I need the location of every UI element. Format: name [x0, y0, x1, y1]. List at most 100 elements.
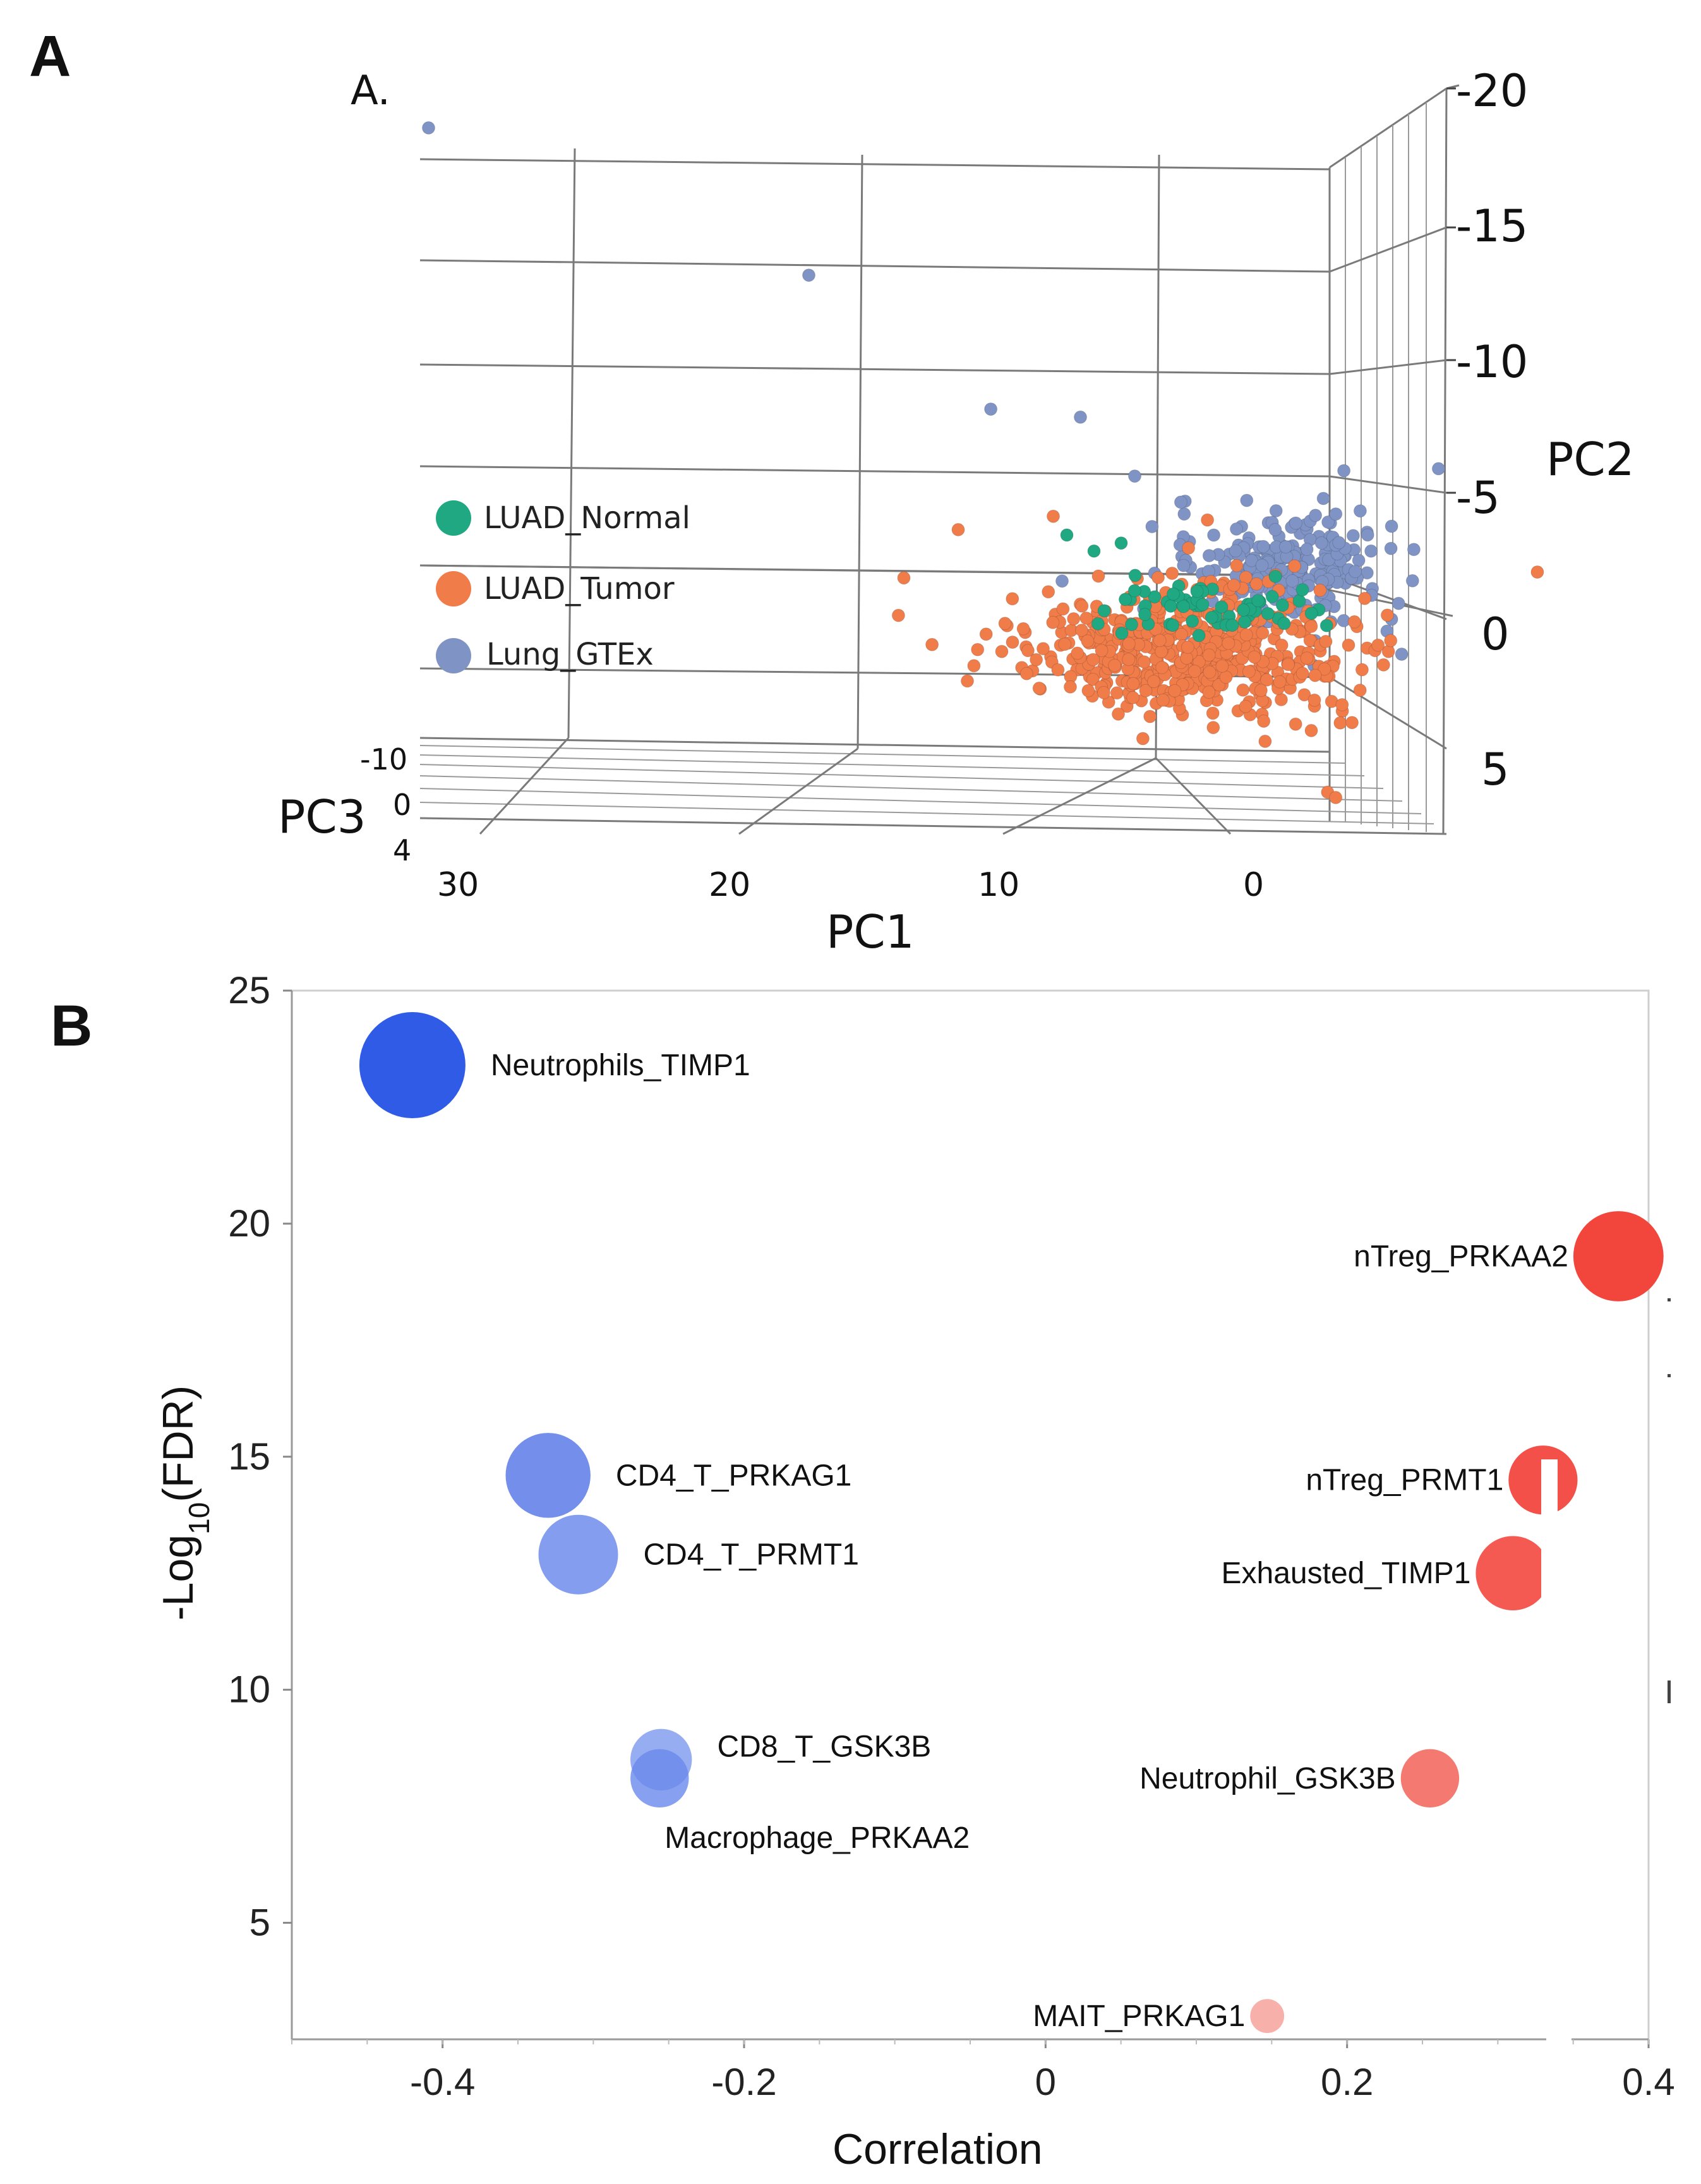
data-point-lung-gtex	[1256, 540, 1270, 553]
data-point-lung-gtex	[1285, 574, 1299, 588]
data-point-luad-normal	[1177, 600, 1191, 613]
pc3-axis-title: PC3	[278, 790, 366, 843]
data-point-luad-tumor	[1203, 665, 1217, 679]
data-point-luad-tumor	[971, 643, 985, 656]
data-point-luad-tumor	[1081, 684, 1095, 697]
x-tick-label: -0.4	[410, 2061, 475, 2103]
data-point-luad-tumor	[1081, 634, 1095, 648]
pca-3d-grid	[419, 84, 1460, 835]
data-point-lung-gtex	[1353, 504, 1367, 518]
data-point-luad-tumor	[1151, 570, 1165, 584]
data-point-luad-tumor	[1219, 670, 1233, 684]
data-point-lung-gtex	[1279, 540, 1292, 554]
bubble-macrophage-prkaa2	[630, 1749, 689, 1807]
data-point-luad-tumor	[1182, 541, 1196, 555]
data-point-luad-tumor	[1202, 685, 1216, 699]
data-point-luad-tumor	[961, 674, 974, 688]
x-tick-label: 0	[1035, 2061, 1056, 2103]
data-point-lung-gtex	[1384, 541, 1398, 555]
data-point-luad-tumor	[1126, 677, 1140, 691]
bubble-label-macrophage-prkaa2: Macrophage_PRKAA2	[664, 1821, 970, 1855]
data-point-lung-gtex	[1174, 495, 1187, 509]
data-point-luad-normal	[1060, 528, 1074, 542]
data-point-luad-tumor	[1353, 684, 1367, 697]
data-point-luad-tumor	[1236, 683, 1250, 697]
pca-legend: LUAD_Normal LUAD_Tumor Lung_GTEx	[436, 500, 690, 673]
data-point-luad-tumor	[1042, 585, 1055, 599]
data-point-luad-tumor	[1239, 699, 1253, 713]
pc2-axis-title: PC2	[1546, 433, 1635, 486]
data-point-lung-gtex	[1268, 522, 1282, 536]
data-point-luad-tumor	[1086, 653, 1100, 667]
data-point-luad-tumor	[1143, 709, 1157, 723]
bubble-neutrophil-gsk3b	[1400, 1749, 1460, 1807]
data-point-luad-normal	[1087, 544, 1101, 558]
data-point-luad-normal	[1190, 584, 1204, 598]
data-point-luad-tumor	[1380, 608, 1394, 622]
data-point-luad-tumor	[998, 617, 1012, 630]
data-point-luad-tumor	[1371, 638, 1385, 652]
data-point-luad-tumor	[1345, 716, 1359, 730]
data-point-lung-gtex	[802, 268, 815, 282]
data-point-luad-tumor	[1202, 648, 1216, 662]
pc2-tick: -15	[1456, 200, 1528, 252]
data-point-luad-tumor	[1016, 622, 1030, 636]
pc1-tick: 0	[1243, 866, 1264, 904]
data-point-lung-gtex	[1300, 543, 1314, 556]
data-point-luad-tumor	[1355, 663, 1369, 677]
data-point-luad-tumor	[1075, 599, 1089, 613]
data-point-lung-gtex	[1352, 553, 1366, 567]
data-point-lung-gtex	[1329, 507, 1343, 521]
bubble-label-cd4-t-prkag1: CD4_T_PRKAG1	[616, 1459, 851, 1492]
data-point-lung-gtex	[1055, 574, 1069, 588]
bubble-label-exhausted-timp1: Exhausted_TIMP1	[1222, 1557, 1471, 1590]
pc3-axis: -10 0 4 PC3	[278, 742, 411, 867]
legend-swatch-luad-normal	[436, 500, 471, 536]
data-point-lung-gtex	[1361, 528, 1374, 542]
data-point-luad-tumor	[1056, 602, 1070, 616]
bubble-cd4-t-prmt1	[538, 1514, 618, 1595]
legend-label-lung-gtex: Lung_GTEx	[486, 637, 654, 672]
data-point-luad-tumor	[925, 637, 939, 651]
data-point-luad-tumor	[1333, 716, 1347, 730]
pc2-tick: 5	[1481, 744, 1510, 795]
data-point-luad-normal	[1304, 606, 1318, 620]
data-point-luad-tumor	[891, 608, 905, 622]
bubble-series	[359, 1012, 1664, 2034]
data-point-luad-tumor	[1319, 634, 1333, 648]
data-point-luad-tumor	[1139, 684, 1153, 697]
bubble-label-ntreg-prkaa2: nTreg_PRKAA2	[1354, 1240, 1568, 1274]
data-point-luad-tumor	[1230, 558, 1244, 572]
bubble-label-cd8-t-gsk3b: CD8_T_GSK3B	[718, 1730, 932, 1763]
data-point-luad-normal	[1091, 617, 1105, 630]
data-point-luad-tumor	[1206, 706, 1220, 720]
data-point-luad-tumor	[1032, 681, 1046, 695]
panel-a-letter: A	[29, 24, 71, 88]
data-point-luad-normal	[1148, 590, 1162, 604]
pc2-tick: 0	[1481, 608, 1510, 660]
bubble-neutrophils-timp1	[359, 1012, 466, 1118]
panel-a-sublabel: A.	[351, 68, 390, 114]
data-point-luad-tumor	[1318, 662, 1331, 676]
data-point-lung-gtex	[1385, 519, 1398, 533]
data-point-luad-tumor	[1300, 651, 1314, 665]
legend-label-luad-tumor: LUAD_Tumor	[484, 571, 675, 606]
data-point-lung-gtex	[1395, 648, 1409, 661]
panel-b-bubble-chart: B 5 10 15 20 25 -0.4 -0.2 0 0.2 0.4 Neutrophils_T…	[51, 969, 1675, 2173]
data-point-luad-tumor	[1201, 513, 1215, 527]
data-point-luad-tumor	[1242, 665, 1256, 679]
bubble-exhausted-timp1	[1476, 1536, 1550, 1610]
data-point-luad-normal	[1225, 618, 1239, 632]
data-point-luad-tumor	[1227, 578, 1241, 592]
data-point-luad-tumor	[1313, 583, 1327, 597]
data-point-luad-tumor	[1095, 644, 1109, 658]
data-point-luad-tumor	[1181, 641, 1194, 654]
data-point-luad-tumor	[1273, 675, 1287, 689]
data-point-luad-tumor	[1289, 717, 1302, 731]
data-point-luad-tumor	[1046, 615, 1060, 629]
data-point-lung-gtex	[1269, 504, 1283, 517]
data-point-luad-normal	[1238, 615, 1251, 629]
data-point-luad-tumor	[1021, 644, 1035, 658]
data-point-luad-tumor	[1019, 667, 1033, 680]
